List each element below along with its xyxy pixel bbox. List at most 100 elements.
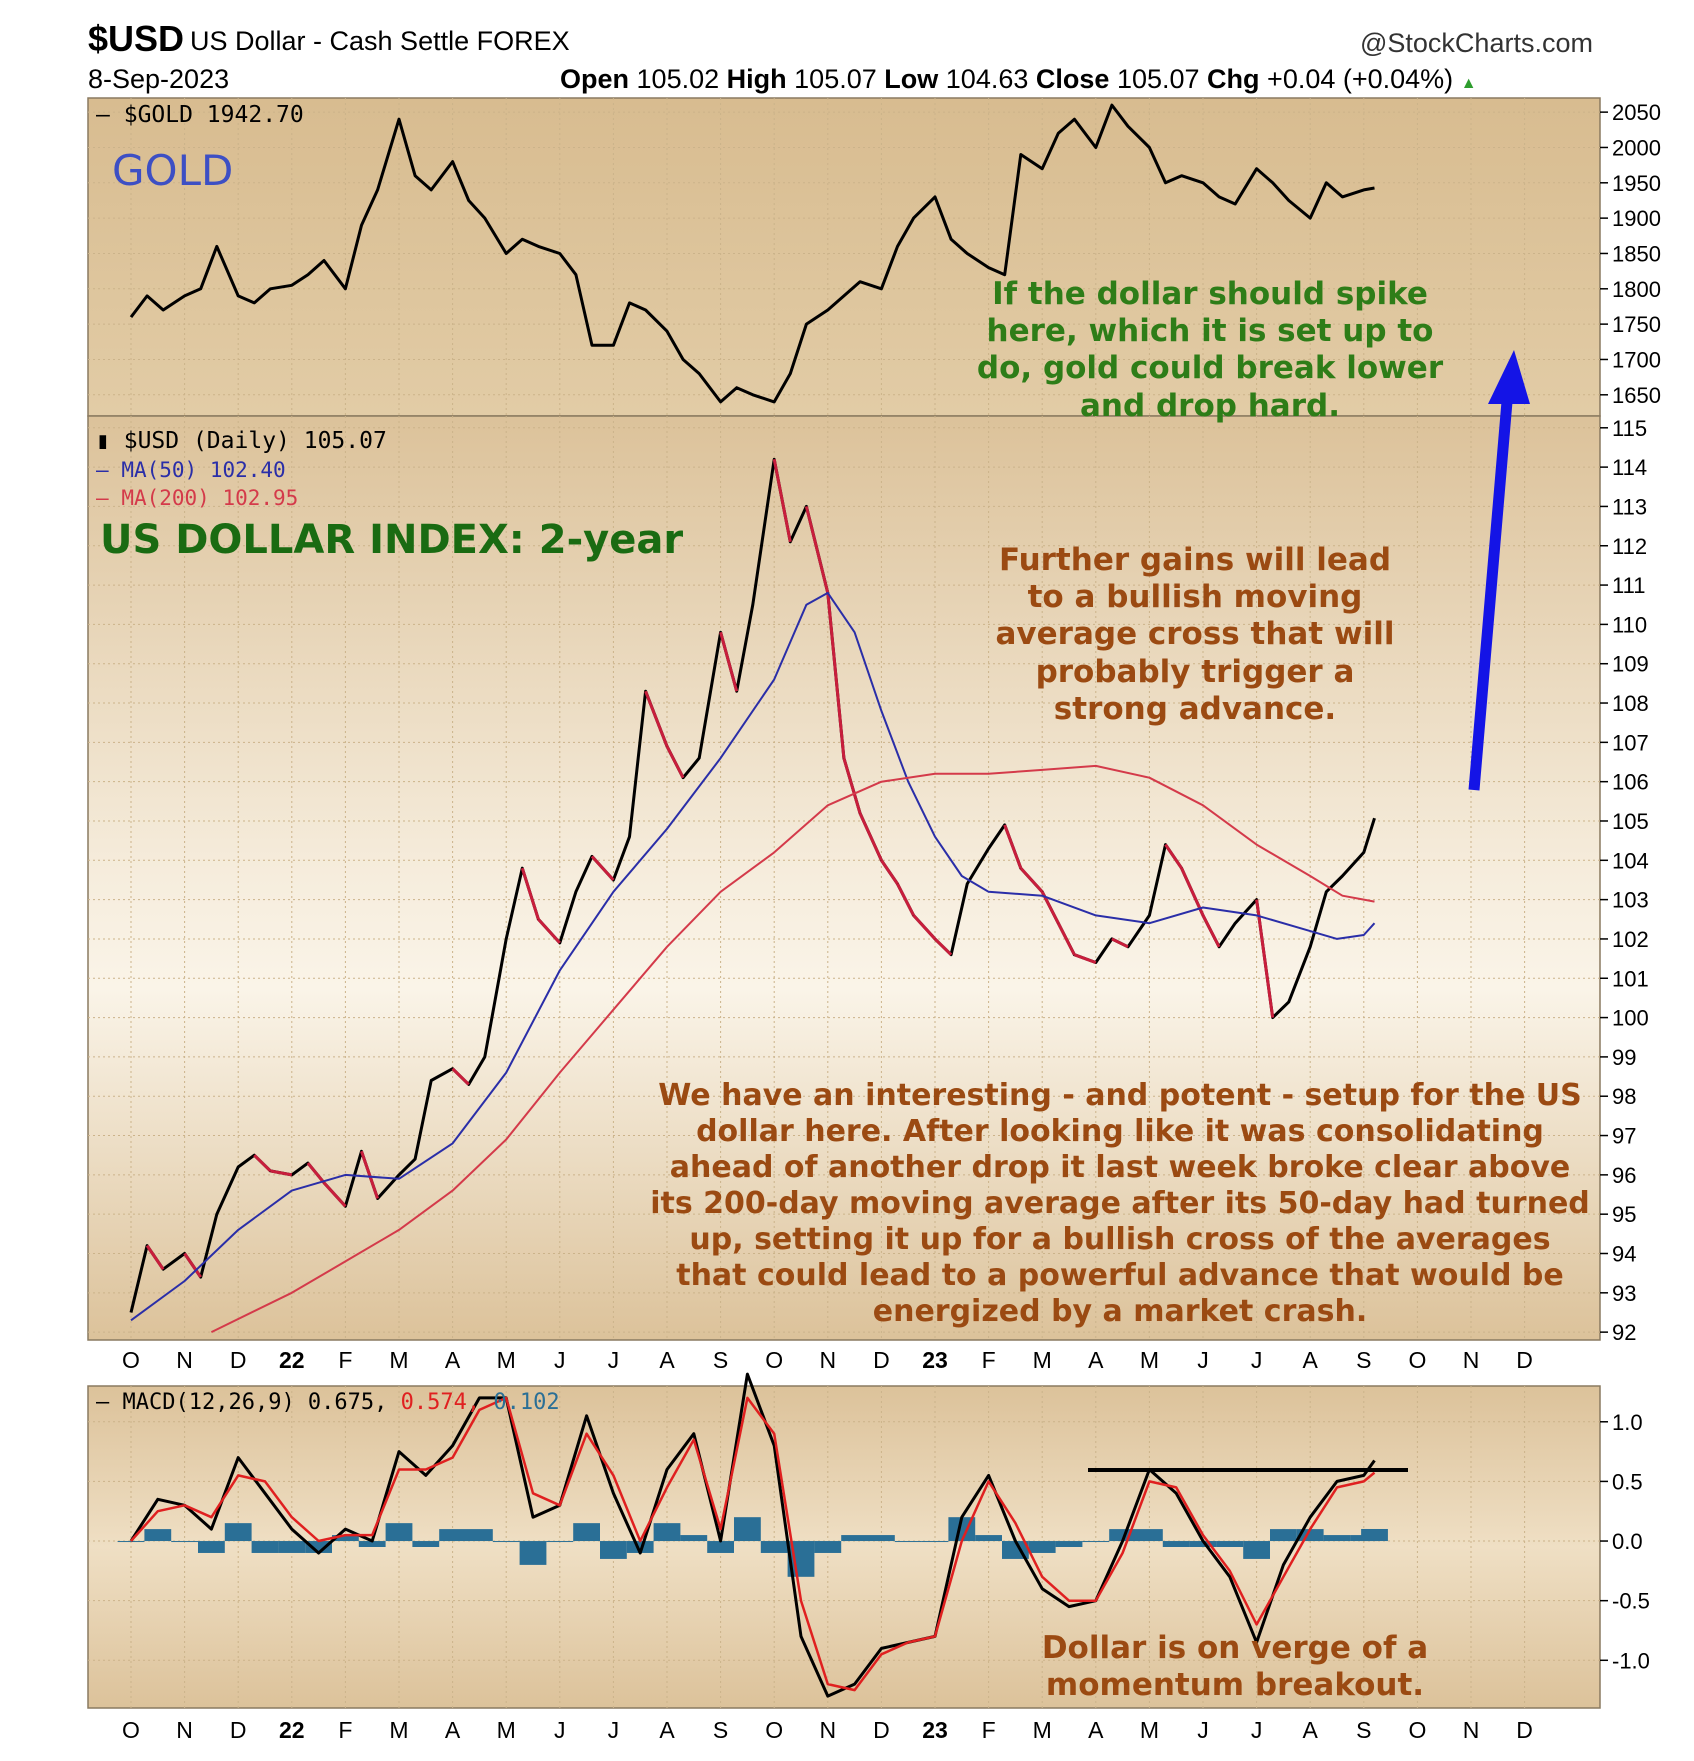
histogram-bar bbox=[1162, 1541, 1190, 1547]
x-tick-label: 23 bbox=[922, 1717, 948, 1743]
x-tick-label: N bbox=[1463, 1717, 1480, 1743]
histogram-bar bbox=[921, 1541, 949, 1543]
down-segment bbox=[145, 1244, 165, 1271]
x-tick-label: J bbox=[1197, 1347, 1209, 1373]
x-tick-label: M bbox=[1033, 1717, 1052, 1743]
down-segment bbox=[719, 631, 739, 692]
x-tick-label: O bbox=[765, 1717, 783, 1743]
x-tick-label: D bbox=[1516, 1717, 1533, 1743]
low-value: 104.63 bbox=[945, 64, 1029, 94]
y-tick-label: 101 bbox=[1612, 966, 1649, 991]
x-tick-label: O bbox=[122, 1347, 140, 1373]
y-tick-label: 103 bbox=[1612, 888, 1649, 913]
histogram-bar bbox=[1136, 1529, 1163, 1542]
series-macd bbox=[129, 1372, 1376, 1698]
down-segment bbox=[933, 937, 953, 956]
high-value: 105.07 bbox=[794, 64, 877, 94]
series--gold bbox=[129, 103, 1375, 404]
y-tick-label: 0.5 bbox=[1612, 1469, 1643, 1494]
x-tick-label: J bbox=[1197, 1717, 1209, 1743]
histogram-bar bbox=[814, 1541, 842, 1553]
x-tick-label: D bbox=[230, 1347, 247, 1373]
y-tick-label: -0.5 bbox=[1612, 1589, 1650, 1614]
y-tick-label: 1650 bbox=[1612, 383, 1661, 408]
histogram-bar bbox=[278, 1541, 306, 1553]
up-arrow-shaft bbox=[1468, 389, 1514, 791]
y-tick-label: 1700 bbox=[1612, 347, 1661, 372]
x-tick-label: J bbox=[554, 1347, 566, 1373]
histogram-bar bbox=[975, 1535, 1002, 1542]
usd-x-axis: O N D 22 F M A M J J A S O N D 23 F M A M J J A S O N D bbox=[122, 1347, 1533, 1373]
x-tick-label: D bbox=[230, 1717, 247, 1743]
gold-legend-text: $GOLD 1942.70 bbox=[123, 102, 304, 128]
macd-legend-main: MACD(12,26,9) 0.675, bbox=[122, 1390, 388, 1415]
down-segment bbox=[537, 918, 561, 944]
y-tick-label: 0.0 bbox=[1612, 1529, 1643, 1554]
histogram-bar bbox=[1028, 1541, 1056, 1553]
close-label: Close bbox=[1035, 64, 1110, 94]
histogram-bar bbox=[224, 1523, 252, 1542]
down-segment bbox=[1201, 914, 1221, 948]
histogram-bar bbox=[1189, 1541, 1217, 1547]
histogram-bar bbox=[492, 1541, 520, 1543]
gold-panel bbox=[87, 97, 1601, 417]
x-tick-label: S bbox=[713, 1717, 728, 1743]
y-tick-label: 98 bbox=[1612, 1084, 1636, 1109]
down-segment bbox=[772, 458, 792, 543]
x-tick-label: S bbox=[1356, 1347, 1371, 1373]
histogram-bar bbox=[734, 1517, 761, 1542]
histogram-bar bbox=[1296, 1529, 1324, 1542]
ma200-legend-text: MA(200) 102.95 bbox=[121, 486, 299, 510]
source-brand[interactable]: @StockCharts.com bbox=[1360, 28, 1593, 58]
y-tick-label: 2000 bbox=[1612, 135, 1661, 160]
gold-grid bbox=[88, 98, 1600, 416]
histogram-bar bbox=[439, 1529, 466, 1542]
histogram-bar bbox=[894, 1541, 922, 1543]
down-segment bbox=[842, 757, 862, 814]
legend-line-icon: — bbox=[96, 458, 109, 482]
usd-y-axis: 92 93 94 95 96 97 98 99 100 101 102 103 104 105 106 107… bbox=[1600, 416, 1649, 1345]
histogram-bar bbox=[1109, 1529, 1136, 1542]
y-tick-label: 92 bbox=[1612, 1320, 1636, 1345]
macd-y-axis: -1.0 -0.5 0.0 0.5 1.0 bbox=[1600, 1410, 1650, 1673]
cross-annotation: Further gains will lead to a bullish mov… bbox=[995, 542, 1395, 727]
histogram-bar bbox=[1055, 1541, 1083, 1547]
x-tick-label: N bbox=[819, 1347, 836, 1373]
down-segment bbox=[520, 867, 540, 920]
x-tick-label: O bbox=[1408, 1347, 1426, 1373]
histogram-bar bbox=[305, 1541, 332, 1553]
x-tick-label: D bbox=[1516, 1347, 1533, 1373]
high-label: High bbox=[726, 64, 787, 94]
x-tick-label: M bbox=[1140, 1717, 1159, 1743]
x-tick-label: M bbox=[497, 1347, 516, 1373]
histogram-bar bbox=[198, 1541, 225, 1553]
up-arrow-icon bbox=[1488, 350, 1530, 404]
y-tick-label: 112 bbox=[1612, 534, 1647, 559]
down-segment bbox=[451, 1067, 470, 1086]
down-segment bbox=[1056, 922, 1076, 956]
y-tick-label: 100 bbox=[1612, 1006, 1649, 1031]
chart-date: 8-Sep-2023 bbox=[88, 64, 230, 94]
histogram-bar bbox=[1243, 1541, 1270, 1559]
x-tick-label: J bbox=[608, 1347, 620, 1373]
x-tick-label: N bbox=[819, 1717, 836, 1743]
open-value: 105.02 bbox=[636, 64, 720, 94]
down-segment bbox=[322, 1181, 347, 1208]
momentum-annotation: Dollar is on verge of a momentum breakou… bbox=[1041, 1630, 1429, 1704]
x-tick-label: D bbox=[873, 1717, 890, 1743]
histogram-bar bbox=[1323, 1535, 1351, 1542]
legend-line-icon: — bbox=[96, 102, 110, 128]
x-tick-label: M bbox=[389, 1347, 408, 1373]
down-segment bbox=[665, 745, 685, 779]
x-tick-label: F bbox=[338, 1717, 352, 1743]
x-tick-label: A bbox=[445, 1347, 461, 1373]
symbol-title: $USD bbox=[88, 18, 185, 59]
series-layer bbox=[129, 103, 1376, 1698]
x-tick-label: N bbox=[176, 1717, 193, 1743]
y-tick-label: 114 bbox=[1612, 455, 1647, 480]
ohlc-readout: Open 105.02 High 105.07 Low 104.63 Close… bbox=[560, 64, 1477, 95]
down-segment bbox=[858, 812, 883, 861]
y-tick-label: 113 bbox=[1612, 494, 1647, 519]
up-arrow-icon: ▲ bbox=[1460, 75, 1477, 92]
candle-legend-icon: ▮ bbox=[96, 428, 110, 454]
